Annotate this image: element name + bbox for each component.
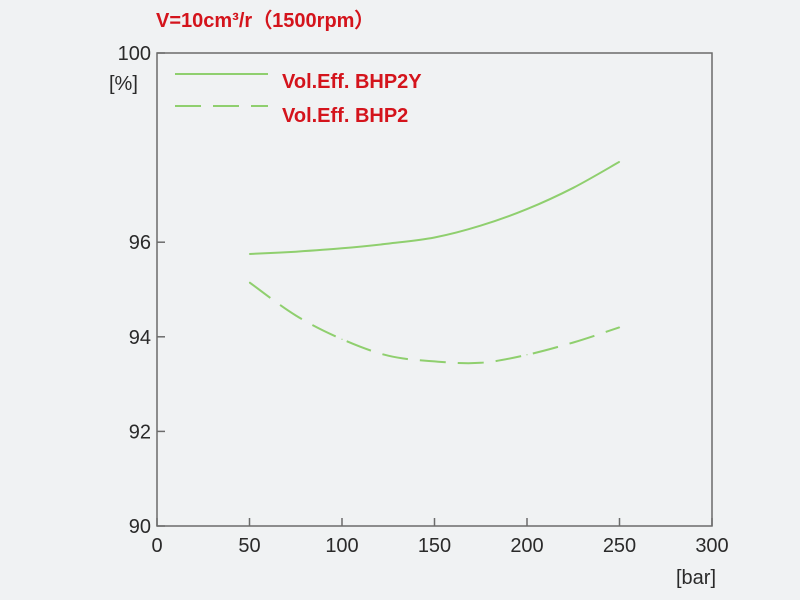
y-axis-ticks: 90 92 94 96 100 — [118, 43, 165, 538]
legend-label-2: Vol.Eff. BHP2 — [282, 105, 408, 127]
x-axis-unit-label: [bar] — [676, 567, 716, 589]
data-point-series-1 — [526, 208, 528, 210]
x-tick-label: 0 — [151, 535, 162, 557]
data-point-series-2 — [618, 326, 621, 328]
data-point-series-2 — [341, 338, 343, 340]
x-tick-label: 250 — [603, 535, 636, 557]
data-point-series-1 — [572, 187, 574, 189]
data-point-series-1 — [387, 243, 389, 245]
plot-area-frame — [156, 52, 713, 527]
data-point-series-2 — [248, 281, 251, 283]
chart-title: V=10cm³/r（1500rpm） — [156, 9, 374, 32]
series-lines — [248, 160, 621, 365]
x-tick-label: 150 — [418, 535, 451, 557]
y-axis-unit-label: [%] — [109, 73, 138, 95]
x-tick-label: 300 — [695, 535, 728, 557]
data-point-series-2 — [433, 360, 436, 362]
x-tick-label: 50 — [238, 535, 260, 557]
data-point-series-2 — [480, 362, 482, 364]
y-tick-label: 96 — [129, 232, 151, 254]
x-tick-label: 200 — [510, 535, 543, 557]
x-tick-label: 100 — [325, 535, 358, 557]
legend-label-1: Vol.Eff. BHP2Y — [282, 71, 422, 93]
data-point-series-2 — [526, 354, 528, 356]
data-point-series-1 — [433, 236, 436, 239]
data-point-series-2 — [295, 314, 297, 317]
x-axis-ticks: 0 50 100 150 200 250 300 — [151, 518, 729, 557]
data-point-series-2 — [572, 341, 574, 344]
series-line-1 — [249, 160, 620, 255]
y-tick-label: 92 — [129, 421, 151, 443]
data-point-series-1 — [618, 161, 621, 163]
data-point-series-1 — [295, 251, 297, 253]
data-point-series-1 — [341, 247, 343, 249]
data-point-series-1 — [248, 253, 251, 255]
series-line-2 — [248, 281, 620, 365]
legend: Vol.Eff. BHP2Y Vol.Eff. BHP2 — [175, 71, 422, 127]
data-point-series-2 — [387, 355, 389, 357]
y-tick-label: 90 — [129, 516, 151, 538]
data-point-series-1 — [480, 225, 482, 227]
y-tick-label: 94 — [129, 327, 151, 349]
y-tick-label: 100 — [118, 43, 151, 65]
